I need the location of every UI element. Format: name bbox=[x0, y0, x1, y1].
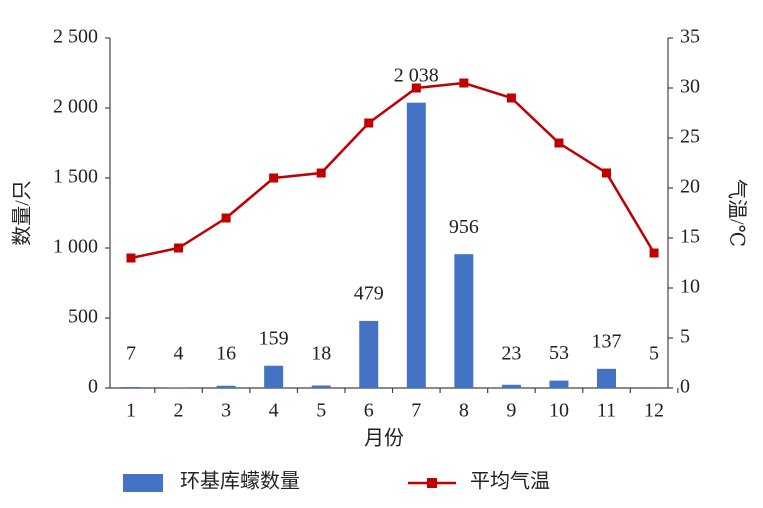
y-tick-label: 2 500 bbox=[53, 26, 98, 48]
line-marker bbox=[269, 173, 279, 183]
line-marker bbox=[602, 168, 611, 178]
data-label: 23 bbox=[501, 343, 521, 365]
x-tick-label: 9 bbox=[506, 400, 516, 422]
legend-label: 环基库蠓数量 bbox=[180, 470, 300, 493]
y-tick-label: 1 500 bbox=[53, 166, 98, 188]
bar bbox=[264, 365, 284, 388]
bar bbox=[216, 385, 236, 388]
y2-tick-label: 5 bbox=[680, 326, 690, 348]
y2-tick-label: 25 bbox=[680, 126, 700, 148]
x-tick-label: 10 bbox=[549, 400, 569, 422]
y2-tick-label: 35 bbox=[680, 26, 700, 48]
x-tick-label: 1 bbox=[126, 400, 136, 422]
data-label: 5 bbox=[649, 343, 659, 365]
data-label: 137 bbox=[592, 330, 622, 352]
line-marker bbox=[316, 168, 326, 178]
line-marker bbox=[221, 213, 231, 223]
bar bbox=[597, 368, 616, 388]
bar bbox=[549, 380, 569, 388]
bar bbox=[501, 384, 521, 388]
y2-tick-label: 30 bbox=[680, 76, 700, 98]
x-tick-label: 6 bbox=[364, 400, 374, 422]
line-marker bbox=[174, 243, 184, 253]
y2-axis-label: 气温/℃ bbox=[725, 179, 748, 247]
line-marker bbox=[649, 248, 659, 258]
y2-tick-label: 20 bbox=[680, 176, 700, 198]
y2-tick-label: 15 bbox=[680, 226, 700, 248]
data-label: 4 bbox=[174, 343, 184, 365]
line-marker bbox=[126, 253, 136, 263]
x-tick-label: 8 bbox=[459, 400, 469, 422]
x-tick-label: 12 bbox=[644, 400, 664, 422]
data-label: 18 bbox=[311, 343, 331, 365]
y-tick-label: 0 bbox=[88, 376, 98, 398]
x-tick-label: 7 bbox=[411, 400, 421, 422]
data-label: 16 bbox=[216, 343, 236, 365]
data-label: 956 bbox=[449, 216, 479, 238]
y2-tick-label: 10 bbox=[680, 276, 700, 298]
x-tick-label: 3 bbox=[221, 400, 231, 422]
legend-label: 平均气温 bbox=[470, 470, 550, 493]
bar bbox=[406, 102, 426, 389]
line-marker bbox=[411, 83, 421, 93]
bar bbox=[311, 385, 331, 388]
y-tick-label: 1 000 bbox=[53, 236, 98, 258]
x-tick-label: 2 bbox=[174, 400, 184, 422]
bar bbox=[644, 387, 664, 388]
y-tick-label: 500 bbox=[68, 306, 98, 328]
line-marker bbox=[554, 138, 564, 148]
x-tick-label: 4 bbox=[269, 400, 279, 422]
data-label: 2 038 bbox=[394, 64, 439, 86]
bar bbox=[359, 320, 379, 388]
data-label: 159 bbox=[259, 327, 289, 349]
y-tick-label: 2 000 bbox=[53, 96, 98, 118]
y-axis-label: 数量/只 bbox=[11, 180, 34, 246]
bar bbox=[454, 254, 474, 388]
bar bbox=[121, 387, 141, 388]
x-axis-label: 月份 bbox=[364, 427, 404, 450]
bar bbox=[169, 387, 189, 388]
legend-swatch bbox=[123, 474, 163, 492]
line-marker bbox=[506, 93, 516, 103]
legend-swatch bbox=[427, 478, 437, 488]
y2-tick-label: 0 bbox=[680, 376, 690, 398]
line bbox=[130, 81, 656, 260]
x-tick-label: 11 bbox=[597, 400, 616, 422]
line-marker bbox=[364, 118, 374, 128]
data-label: 7 bbox=[126, 343, 136, 365]
x-tick-label: 5 bbox=[316, 400, 326, 422]
line-marker bbox=[459, 78, 469, 88]
data-label: 479 bbox=[354, 283, 384, 305]
data-label: 53 bbox=[549, 342, 569, 364]
